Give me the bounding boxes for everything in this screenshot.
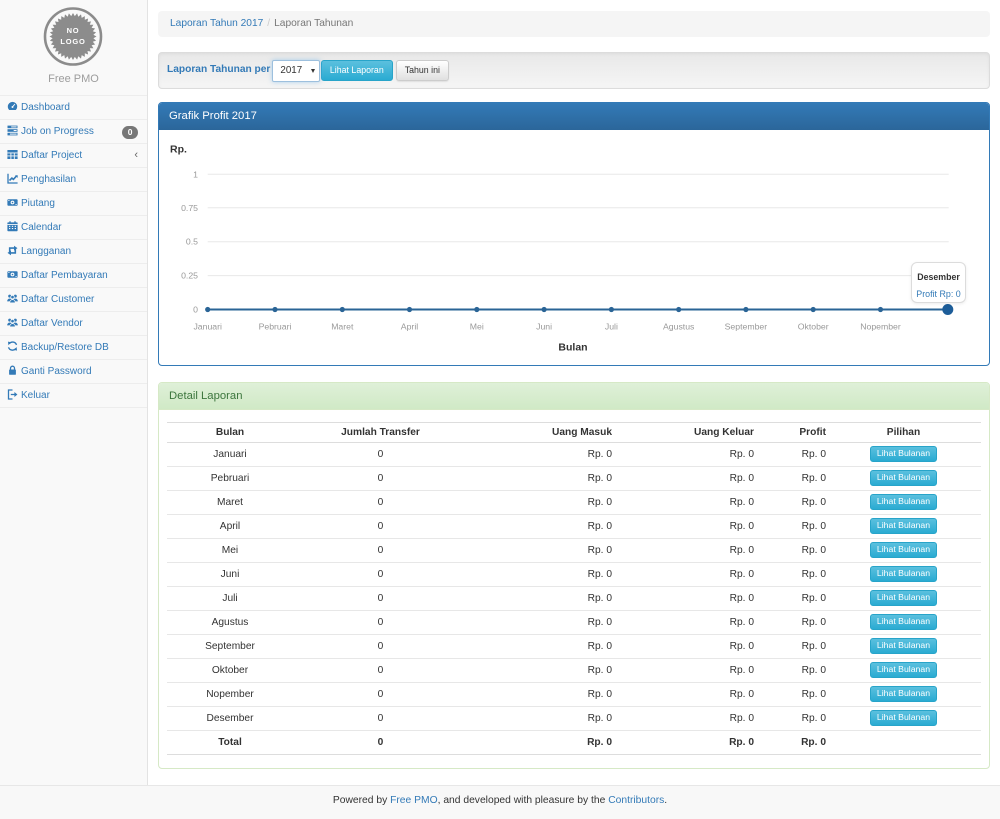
svg-text:Maret: Maret <box>331 321 354 331</box>
svg-text:September: September <box>725 321 768 331</box>
svg-text:0.5: 0.5 <box>186 237 198 247</box>
svg-text:Juni: Juni <box>536 321 552 331</box>
svg-text:Oktober: Oktober <box>798 321 829 331</box>
svg-text:Agustus: Agustus <box>663 321 695 331</box>
svg-text:1: 1 <box>193 169 198 179</box>
svg-text:LOGO: LOGO <box>60 37 85 46</box>
svg-text:Juli: Juli <box>605 321 618 331</box>
svg-text:Mei: Mei <box>470 321 484 331</box>
svg-text:0.75: 0.75 <box>181 203 198 213</box>
svg-text:Pebruari: Pebruari <box>259 321 292 331</box>
svg-text:Januari: Januari <box>193 321 222 331</box>
svg-text:Rp.: Rp. <box>170 144 187 156</box>
svg-text:Bulan: Bulan <box>558 342 587 354</box>
svg-text:0.25: 0.25 <box>181 271 198 281</box>
svg-text:NO: NO <box>67 26 80 35</box>
svg-text:April: April <box>401 321 418 331</box>
svg-text:Nopember: Nopember <box>860 321 901 331</box>
svg-text:0: 0 <box>193 305 198 315</box>
